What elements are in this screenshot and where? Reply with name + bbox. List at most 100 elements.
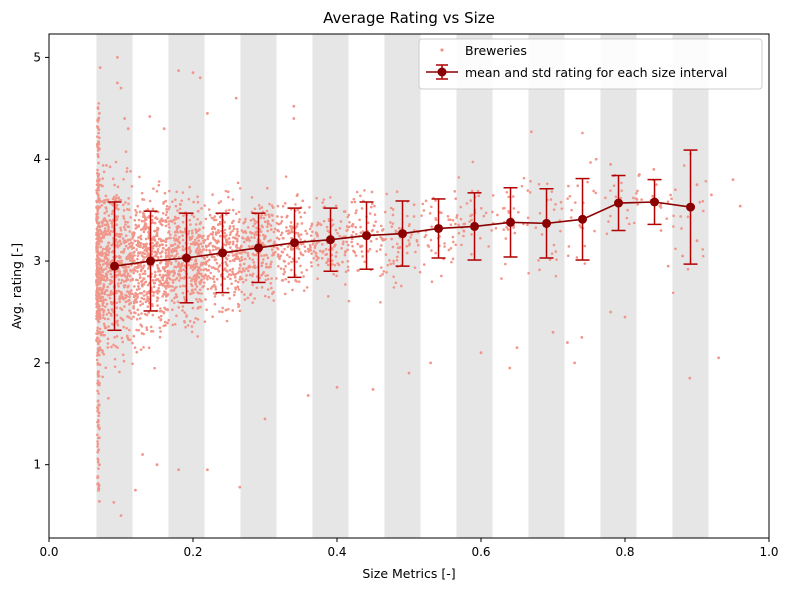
- scatter-point: [145, 246, 148, 250]
- scatter-point: [259, 230, 263, 233]
- scatter-point: [453, 190, 457, 193]
- scatter-point: [98, 330, 101, 334]
- scatter-point: [147, 230, 150, 234]
- scatter-point: [226, 264, 229, 267]
- scatter-point: [567, 245, 571, 248]
- scatter-point: [158, 220, 161, 224]
- scatter-point: [251, 274, 254, 278]
- scatter-point: [181, 291, 185, 295]
- scatter-point: [178, 266, 182, 269]
- scatter-point: [538, 212, 542, 215]
- scatter-point: [550, 252, 554, 255]
- scatter-point: [106, 260, 109, 264]
- scatter-point: [103, 251, 107, 255]
- scatter-point: [105, 313, 109, 316]
- scatter-point: [203, 276, 206, 280]
- scatter-point: [290, 260, 293, 264]
- scatter-point: [270, 260, 273, 264]
- scatter-point: [107, 311, 111, 314]
- scatter-point: [251, 272, 255, 276]
- scatter-point: [209, 271, 213, 275]
- scatter-point: [168, 220, 171, 223]
- scatter-point: [228, 297, 232, 300]
- scatter-point: [163, 285, 167, 288]
- scatter-point: [101, 247, 105, 251]
- scatter-point: [97, 306, 100, 310]
- scatter-point: [120, 250, 123, 254]
- scatter-point: [158, 279, 161, 283]
- scatter-point: [118, 370, 121, 374]
- scatter-point: [104, 194, 108, 198]
- scatter-point: [140, 312, 143, 315]
- scatter-point: [197, 239, 200, 242]
- scatter-point: [512, 207, 516, 210]
- scatter-point: [122, 215, 125, 218]
- scatter-point: [285, 229, 288, 233]
- scatter-point: [96, 135, 99, 138]
- scatter-point: [254, 231, 257, 234]
- scatter-point: [164, 237, 168, 241]
- scatter-point: [164, 244, 168, 247]
- scatter-point: [283, 270, 287, 274]
- x-tick-label: 0.8: [615, 545, 634, 559]
- scatter-point: [119, 306, 122, 310]
- scatter-point: [194, 228, 197, 231]
- scatter-point: [196, 300, 200, 303]
- x-tick-label: 0.0: [39, 545, 58, 559]
- scatter-point: [98, 353, 101, 357]
- scatter-point: [674, 247, 677, 251]
- scatter-point: [373, 213, 377, 216]
- scatter-point: [193, 238, 197, 242]
- scatter-point: [183, 311, 187, 314]
- scatter-point: [309, 245, 312, 249]
- scatter-point: [151, 214, 154, 218]
- scatter-point: [304, 229, 307, 233]
- scatter-point: [129, 216, 132, 219]
- scatter-point: [207, 268, 211, 272]
- scatter-point: [434, 251, 438, 255]
- legend-label-breweries: Breweries: [465, 43, 527, 58]
- scatter-point: [193, 273, 197, 277]
- scatter-point: [505, 190, 509, 194]
- scatter-point: [190, 330, 194, 334]
- scatter-point: [221, 306, 224, 310]
- y-tick-label: 3: [33, 254, 41, 268]
- scatter-point: [245, 274, 248, 277]
- scatter-point: [344, 249, 348, 253]
- scatter-point: [482, 214, 486, 218]
- scatter-point: [121, 203, 125, 207]
- scatter-point: [192, 215, 196, 219]
- scatter-point: [173, 322, 177, 326]
- scatter-point: [159, 314, 163, 318]
- scatter-point: [121, 237, 125, 240]
- scatter-point: [97, 235, 101, 239]
- scatter-point: [324, 253, 327, 256]
- scatter-point: [245, 267, 248, 271]
- scatter-point: [267, 295, 271, 299]
- scatter-point: [103, 317, 107, 321]
- scatter-point: [698, 200, 702, 204]
- scatter-point: [109, 278, 112, 282]
- scatter-point: [171, 323, 175, 327]
- scatter-point: [196, 318, 200, 321]
- scatter-point: [128, 309, 131, 312]
- scatter-point: [161, 243, 164, 247]
- scatter-point: [102, 313, 105, 317]
- scatter-point: [322, 198, 326, 201]
- scatter-point: [247, 269, 250, 273]
- scatter-point: [321, 251, 324, 254]
- scatter-point: [182, 296, 186, 299]
- scatter-point: [200, 207, 203, 210]
- scatter-point: [142, 225, 146, 229]
- scatter-point: [296, 208, 300, 211]
- scatter-point: [369, 239, 373, 243]
- scatter-point: [360, 207, 364, 210]
- scatter-point: [138, 273, 142, 276]
- scatter-point: [161, 246, 165, 250]
- scatter-point: [224, 260, 227, 264]
- scatter-point: [121, 318, 125, 322]
- scatter-point: [224, 209, 228, 212]
- scatter-point: [113, 365, 117, 368]
- scatter-point: [342, 210, 346, 213]
- scatter-point: [391, 245, 395, 249]
